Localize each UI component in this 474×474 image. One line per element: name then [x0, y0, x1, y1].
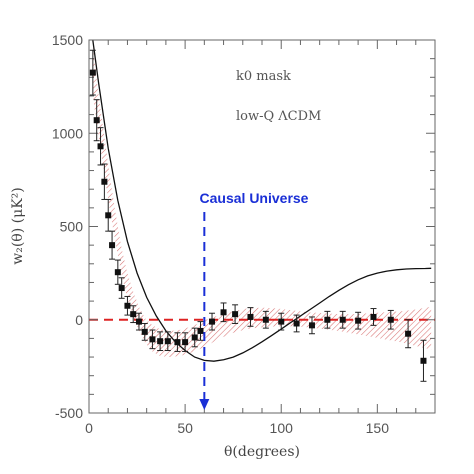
causal-universe-label: Causal Universe	[200, 190, 309, 206]
y-tick-label: 1000	[52, 125, 83, 141]
data-point	[124, 295, 131, 316]
point-marker	[124, 302, 131, 309]
y-tick-label: 0	[75, 312, 83, 328]
data-point	[130, 305, 137, 324]
point-marker	[182, 339, 189, 346]
point-marker	[355, 317, 362, 324]
data-point	[387, 309, 394, 330]
causal-marker-arrow	[199, 399, 210, 410]
point-marker	[135, 318, 142, 325]
point-marker	[370, 313, 377, 320]
plot-area	[89, 40, 435, 362]
data-point	[370, 308, 377, 326]
data-point	[308, 316, 315, 335]
point-marker	[109, 242, 116, 249]
point-marker	[387, 316, 394, 323]
data-point	[420, 339, 427, 382]
data-point	[93, 99, 100, 142]
point-marker	[118, 285, 125, 292]
plot-frame	[88, 39, 436, 414]
mask-annotation: k0 mask	[236, 69, 291, 84]
data-point	[191, 327, 198, 348]
point-marker	[114, 269, 121, 276]
point-marker	[130, 311, 137, 318]
data-point	[118, 277, 125, 299]
point-marker	[405, 330, 412, 337]
data-point	[174, 332, 181, 352]
point-marker	[174, 339, 181, 346]
point-marker	[420, 357, 427, 364]
y-tick-label: 1500	[52, 32, 83, 48]
x-tick-label: 150	[366, 420, 390, 436]
data-point	[114, 259, 121, 285]
data-point	[164, 331, 171, 352]
point-marker	[232, 311, 239, 318]
data-point	[97, 127, 104, 166]
axis-ticks	[88, 39, 436, 414]
data-point	[262, 310, 269, 329]
x-tick-label: 50	[177, 420, 193, 436]
y-axis-title: w₂(θ) (μK²)	[10, 187, 26, 265]
point-marker	[293, 320, 300, 327]
point-marker	[105, 212, 112, 219]
y-tick-label: 500	[60, 219, 84, 235]
data-point	[149, 329, 156, 350]
model-curve	[92, 40, 432, 362]
model-annotation: low-Q ΛCDM	[236, 109, 321, 124]
point-marker	[93, 117, 100, 124]
point-marker	[89, 69, 96, 76]
point-marker	[278, 318, 285, 325]
point-marker	[339, 316, 346, 323]
data-point	[324, 310, 331, 329]
model-band	[92, 45, 432, 358]
point-marker	[262, 316, 269, 323]
data-point	[232, 304, 239, 324]
point-marker	[197, 327, 204, 334]
data-point	[157, 331, 164, 352]
data-point	[135, 312, 142, 331]
x-tick-label: 100	[270, 420, 294, 436]
data-point	[141, 322, 148, 341]
point-marker	[209, 318, 216, 325]
data-points	[89, 49, 427, 382]
x-tick-label: 0	[85, 420, 93, 436]
point-marker	[247, 313, 254, 320]
point-marker	[220, 309, 227, 316]
data-point	[405, 319, 412, 349]
point-marker	[141, 328, 148, 335]
data-point	[209, 312, 216, 331]
data-point	[293, 314, 300, 333]
x-axis-title: θ(degrees)	[224, 444, 300, 460]
data-point	[278, 312, 285, 331]
point-marker	[164, 338, 171, 345]
point-marker	[191, 334, 198, 341]
data-point	[355, 311, 362, 330]
point-marker	[324, 316, 331, 323]
data-point	[339, 310, 346, 329]
point-marker	[101, 178, 108, 185]
data-point	[109, 230, 116, 260]
data-point	[89, 49, 96, 96]
data-point	[247, 307, 254, 327]
data-point	[182, 332, 189, 352]
point-marker	[157, 338, 164, 345]
point-marker	[308, 322, 315, 329]
point-marker	[149, 336, 156, 343]
point-marker	[97, 143, 104, 150]
y-tick-label: -500	[55, 405, 83, 421]
data-point	[197, 321, 204, 341]
data-point	[220, 302, 227, 323]
